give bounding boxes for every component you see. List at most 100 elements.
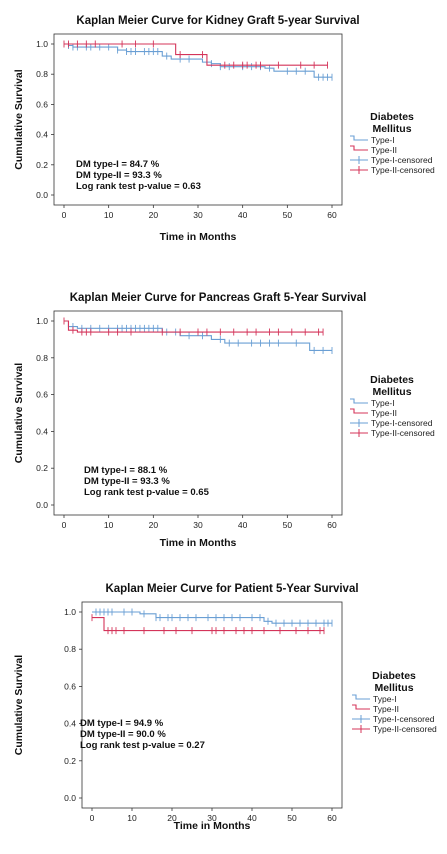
patient-survival-panel: Kaplan Meier Curve for Patient 5-Year Su… (0, 566, 447, 849)
legend-censor-swatch (352, 715, 370, 723)
y-axis-label: Cumulative Survival (13, 655, 25, 755)
x-tick-label: 20 (167, 813, 177, 823)
x-tick-label: 60 (327, 520, 337, 530)
stats-annotation: DM type-I = 84.7 % (76, 159, 160, 170)
legend-entry-label: Type-I-censored (371, 155, 433, 165)
x-axis-label: Time in Months (160, 231, 237, 243)
legend-entry-label: Type-II (371, 145, 397, 155)
legend-entry-label: Type-I (373, 694, 397, 704)
x-tick-label: 20 (149, 210, 159, 220)
chart-title: Kaplan Meier Curve for Patient 5-Year Su… (105, 583, 358, 595)
x-tick-label: 20 (149, 520, 159, 530)
legend-line-swatch (352, 704, 370, 710)
legend-entry-label: Type-II-censored (371, 428, 435, 438)
legend-censor-swatch (350, 166, 368, 174)
legend-entry-label: Type-I (371, 135, 395, 145)
survival-curve-type-i (92, 611, 332, 624)
stats-annotation: DM type-I = 88.1 % (84, 465, 168, 476)
legend-entry-label: Type-II (373, 704, 399, 714)
legend-line-swatch (350, 135, 368, 141)
stats-annotation: Log rank test p-value = 0.65 (84, 487, 210, 498)
y-tick-label: 0.6 (36, 99, 48, 109)
plot-frame (53, 33, 343, 206)
y-tick-label: 1.0 (64, 607, 76, 617)
legend-entry-label: Type-I-censored (373, 714, 435, 724)
legend-line-swatch (352, 694, 370, 700)
legend-censor-swatch (350, 419, 368, 427)
legend-title-line: Diabetes (370, 374, 414, 386)
kidney-graft-chart: Kaplan Meier Curve for Kidney Graft 5-ye… (13, 15, 435, 243)
y-tick-label: 0.2 (36, 463, 48, 473)
y-tick-label: 0.4 (64, 719, 76, 729)
y-tick-label: 0.6 (64, 681, 76, 691)
x-tick-label: 10 (127, 813, 137, 823)
x-tick-label: 60 (327, 813, 337, 823)
legend-line-swatch (350, 398, 368, 404)
x-axis-label: Time in Months (174, 820, 251, 832)
x-axis-label: Time in Months (160, 537, 237, 549)
legend-line-swatch (350, 145, 368, 151)
survival-curve-type-ii (92, 617, 324, 632)
x-tick-label: 0 (90, 813, 95, 823)
y-tick-label: 0.4 (36, 426, 48, 436)
x-tick-label: 50 (287, 813, 297, 823)
y-tick-label: 0.0 (36, 190, 48, 200)
patient-survival-chart: Kaplan Meier Curve for Patient 5-Year Su… (13, 583, 437, 832)
y-tick-label: 0.8 (36, 69, 48, 79)
y-tick-label: 1.0 (36, 316, 48, 326)
legend-title-line: Diabetes (372, 670, 416, 682)
y-tick-label: 0.2 (36, 160, 48, 170)
y-tick-label: 1.0 (36, 39, 48, 49)
pancreas-graft-chart: Kaplan Meier Curve for Pancreas Graft 5-… (13, 292, 435, 549)
chart-title: Kaplan Meier Curve for Kidney Graft 5-ye… (76, 15, 359, 27)
x-tick-label: 0 (62, 520, 67, 530)
survival-curve-type-i (64, 43, 332, 78)
y-tick-label: 0.0 (64, 793, 76, 803)
x-tick-label: 10 (104, 520, 114, 530)
x-tick-label: 50 (283, 210, 293, 220)
y-tick-label: 0.0 (36, 500, 48, 510)
pancreas-graft-panel: Kaplan Meier Curve for Pancreas Graft 5-… (0, 283, 447, 566)
legend-title-line: Diabetes (370, 111, 414, 123)
stats-annotation: DM type-II = 93.3 % (76, 170, 162, 181)
y-tick-label: 0.8 (64, 644, 76, 654)
stats-annotation: DM type-II = 90.0 % (80, 729, 166, 740)
stats-annotation: DM type-II = 93.3 % (84, 476, 170, 487)
x-tick-label: 40 (247, 813, 257, 823)
x-tick-label: 60 (327, 210, 337, 220)
plot-frame (53, 310, 343, 516)
y-tick-label: 0.4 (36, 130, 48, 140)
legend-censor-swatch (350, 429, 368, 437)
legend-entry-label: Type-II-censored (373, 724, 437, 734)
y-tick-label: 0.6 (36, 390, 48, 400)
survival-curve-type-ii (64, 43, 328, 66)
legend-title-line: Mellitus (372, 123, 411, 135)
x-tick-label: 40 (238, 210, 248, 220)
legend-entry-label: Type-I-censored (371, 418, 433, 428)
y-tick-label: 0.8 (36, 353, 48, 363)
legend-entry-label: Type-I (371, 398, 395, 408)
stats-annotation: Log rank test p-value = 0.63 (76, 181, 201, 192)
legend-censor-swatch (350, 156, 368, 164)
chart-title: Kaplan Meier Curve for Pancreas Graft 5-… (70, 292, 367, 304)
x-tick-label: 30 (193, 210, 203, 220)
y-axis-label: Cumulative Survival (13, 363, 25, 463)
x-tick-label: 50 (283, 520, 293, 530)
legend-title-line: Mellitus (374, 682, 413, 694)
legend-entry-label: Type-II-censored (371, 165, 435, 175)
plot-frame (81, 601, 343, 809)
legend-title-line: Mellitus (372, 386, 411, 398)
x-tick-label: 30 (207, 813, 217, 823)
x-tick-label: 10 (104, 210, 114, 220)
stats-annotation: Log rank test p-value = 0.27 (80, 740, 205, 751)
legend-line-swatch (350, 408, 368, 414)
x-tick-label: 30 (193, 520, 203, 530)
y-tick-label: 0.2 (64, 756, 76, 766)
legend-entry-label: Type-II (371, 408, 397, 418)
kidney-graft-panel: Kaplan Meier Curve for Kidney Graft 5-ye… (0, 0, 447, 283)
legend-censor-swatch (352, 725, 370, 733)
stats-annotation: DM type-I = 94.9 % (80, 718, 164, 729)
y-axis-label: Cumulative Survival (13, 69, 25, 169)
x-tick-label: 40 (238, 520, 248, 530)
